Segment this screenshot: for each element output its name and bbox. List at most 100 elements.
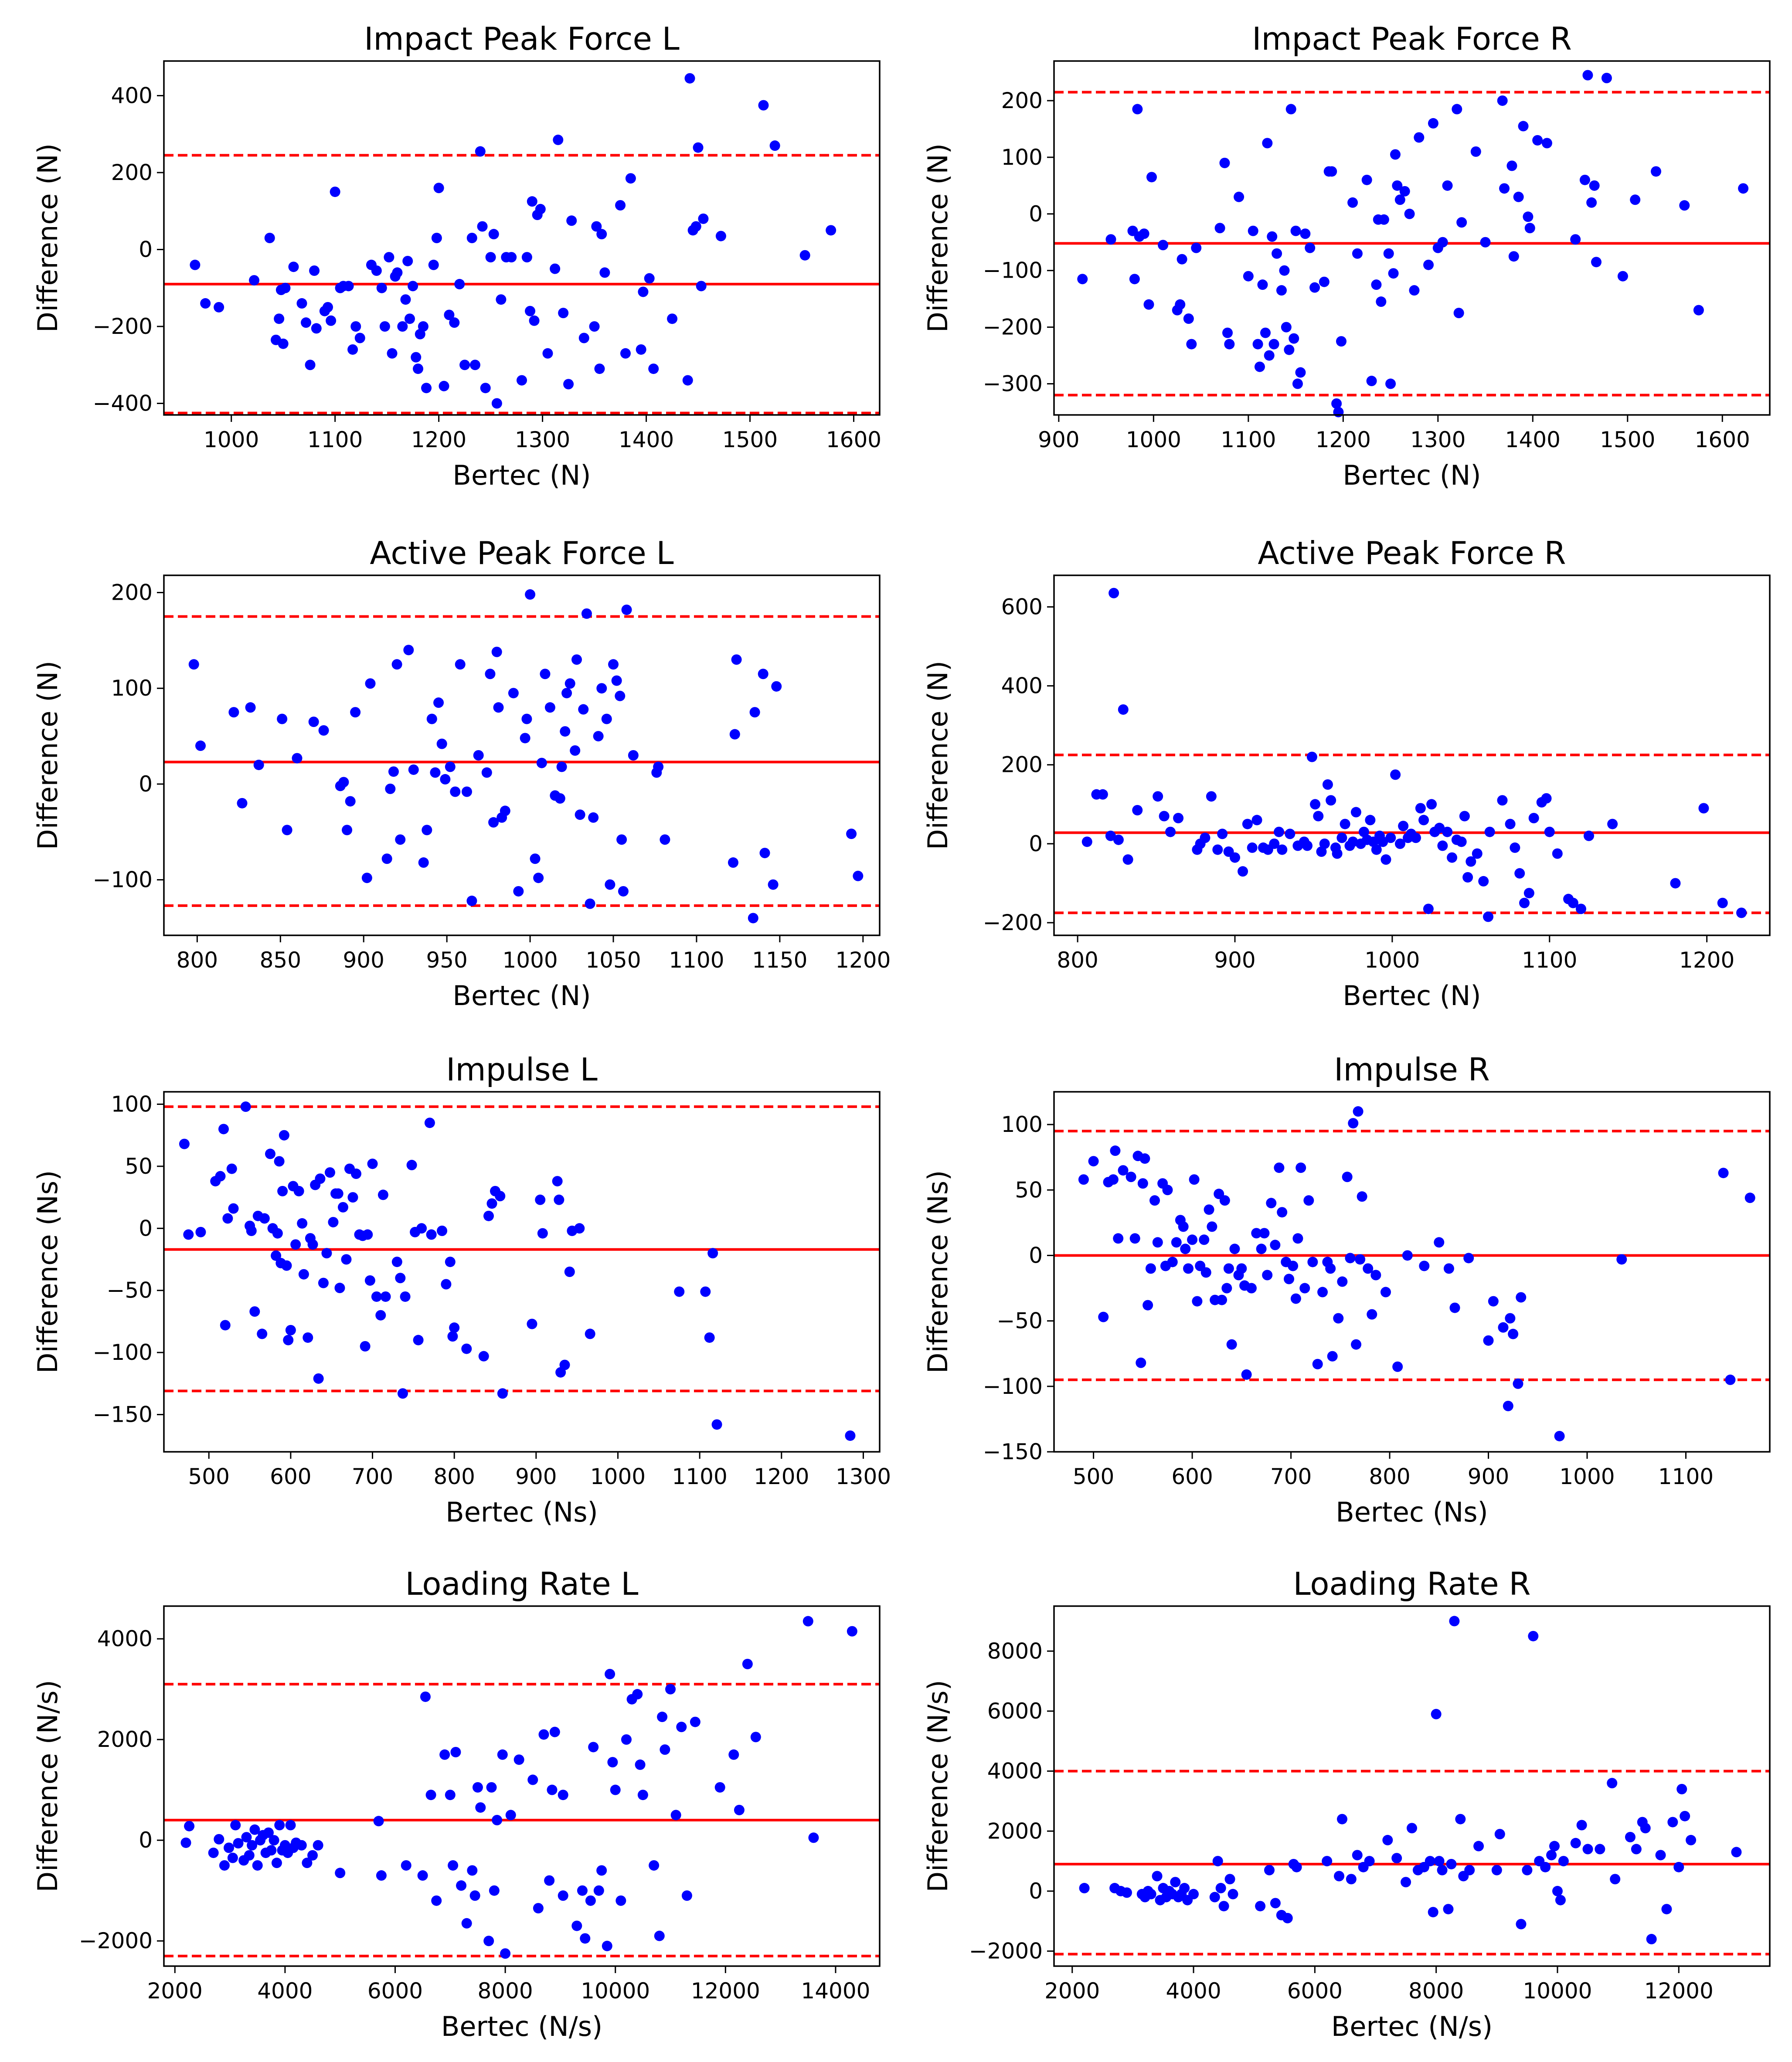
data-point (1456, 217, 1467, 228)
data-point (1508, 1328, 1519, 1339)
data-point (525, 589, 536, 600)
data-point (560, 726, 571, 737)
y-tick-label: 0 (1029, 831, 1043, 856)
data-point (1288, 1260, 1299, 1271)
data-point (1347, 836, 1358, 847)
data-point (226, 1163, 237, 1174)
data-point (347, 344, 358, 355)
data-point (208, 1848, 219, 1858)
data-point (1366, 376, 1377, 387)
data-point (1381, 854, 1391, 865)
x-tick-label: 1150 (752, 948, 807, 973)
data-point (1443, 1904, 1454, 1915)
data-point (397, 1388, 408, 1399)
data-point (533, 1903, 544, 1914)
data-point (1423, 904, 1434, 914)
data-point (343, 281, 354, 292)
data-point (433, 183, 444, 194)
data-point (1302, 840, 1313, 851)
data-point (461, 1918, 472, 1929)
data-point (1290, 1293, 1301, 1304)
data-point (1312, 1359, 1323, 1369)
data-point (277, 1186, 288, 1196)
data-point (350, 1168, 361, 1179)
y-tick-label: 50 (1015, 1177, 1043, 1203)
data-point (274, 313, 285, 324)
data-point (1376, 296, 1387, 307)
data-point (431, 233, 442, 243)
y-tick-label: 100 (111, 1091, 153, 1117)
y-axis-ticks: −2000 0 2000 4000 6000 8000 (969, 1638, 1054, 1964)
data-point (492, 1814, 503, 1825)
y-tick-label: −50 (106, 1278, 153, 1303)
data-point (379, 321, 390, 332)
x-tick-label: 1600 (1695, 427, 1750, 452)
data-point (1224, 1874, 1235, 1885)
data-point (593, 1885, 604, 1896)
data-points (188, 589, 864, 924)
data-point (485, 252, 496, 263)
y-axis-label: Difference (Ns) (922, 1170, 954, 1373)
data-point (1183, 1263, 1194, 1274)
data-point (1207, 1221, 1217, 1232)
y-tick-label: 0 (1029, 1879, 1043, 1904)
data-point (802, 1616, 813, 1627)
data-point (521, 252, 532, 263)
data-point (729, 729, 740, 740)
reference-lines (1054, 91, 1770, 397)
data-point (1177, 254, 1187, 265)
data-point (1392, 180, 1403, 191)
data-point (1158, 240, 1169, 251)
x-tick-label: 500 (188, 1464, 229, 1489)
data-point (1586, 197, 1597, 208)
y-tick-label: 4000 (97, 1626, 153, 1651)
data-point (1398, 821, 1409, 832)
data-point (448, 1860, 459, 1871)
data-point (1162, 1185, 1173, 1196)
data-point (274, 1156, 285, 1167)
data-point (1306, 751, 1317, 762)
data-point (411, 352, 422, 363)
data-point (563, 379, 574, 390)
data-point (1541, 138, 1552, 149)
data-points (1077, 70, 1749, 418)
data-point (1319, 276, 1330, 287)
y-axis-label: Difference (N/s) (922, 1680, 954, 1892)
data-point (489, 1885, 500, 1896)
data-point (1497, 95, 1508, 106)
data-point (1113, 834, 1124, 845)
data-point (249, 1306, 260, 1317)
data-point (282, 825, 292, 836)
y-tick-label: −2000 (79, 1928, 153, 1953)
data-point (1204, 1204, 1214, 1215)
data-point (1399, 186, 1410, 197)
data-point (596, 229, 607, 240)
data-point (1206, 791, 1217, 802)
data-point (307, 1239, 318, 1250)
data-point (274, 1820, 285, 1831)
data-point (227, 1852, 238, 1863)
data-point (318, 1277, 329, 1288)
data-point (1744, 1192, 1755, 1203)
data-point (1291, 1862, 1302, 1872)
y-tick-label: 200 (1001, 88, 1043, 113)
data-point (200, 298, 211, 309)
data-point (1385, 832, 1396, 843)
data-point (480, 383, 491, 394)
data-point (271, 1250, 282, 1261)
data-point (620, 348, 631, 359)
data-point (1453, 308, 1464, 319)
data-point (1310, 799, 1321, 810)
data-point (1327, 1351, 1338, 1362)
chart-title: Impact Peak Force L (364, 20, 680, 57)
data-point (1215, 1883, 1226, 1894)
data-point (537, 1228, 548, 1239)
data-point (447, 1331, 458, 1342)
data-point (322, 302, 333, 313)
data-point (1570, 1838, 1581, 1848)
data-point (1514, 868, 1525, 879)
y-tick-label: −100 (983, 258, 1043, 283)
reference-lines (1054, 1770, 1770, 1956)
data-point (454, 279, 465, 289)
